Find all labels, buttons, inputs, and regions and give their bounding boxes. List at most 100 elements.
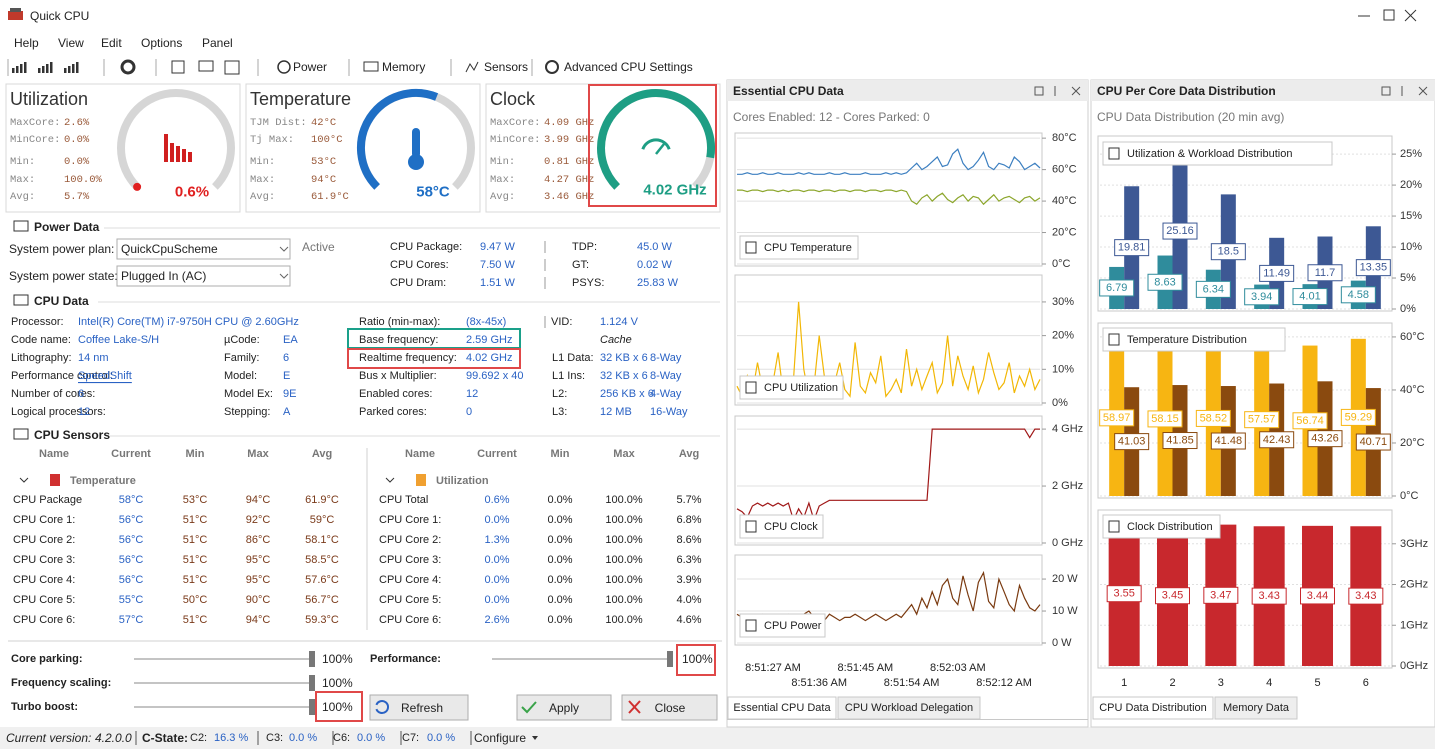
button[interactable] — [516, 694, 612, 721]
cache-size: 32 KB x 6 — [600, 352, 648, 364]
gauge-track — [117, 89, 235, 190]
y-tick-label: 1GHz — [1400, 619, 1428, 631]
sensor-value: 100.0% — [605, 554, 643, 566]
dropdown[interactable] — [116, 238, 291, 260]
slider-thumb[interactable] — [309, 699, 315, 715]
sensor-value: 58.5°C — [305, 554, 339, 566]
cpu-label: Number of cores: — [11, 388, 95, 400]
panel-button[interactable] — [1381, 86, 1391, 96]
menu-item[interactable]: View — [58, 36, 84, 50]
value-label-box — [1348, 587, 1384, 605]
highlight-box — [588, 84, 717, 207]
cpu-value: Coffee Lake-S/H — [78, 334, 159, 346]
tab[interactable] — [1092, 696, 1214, 720]
slider-thumb[interactable] — [309, 651, 315, 667]
power-value: 9.47 W — [480, 241, 515, 253]
status-value: 4.2.0.0 — [95, 731, 132, 745]
sensor-value: 59°C — [310, 514, 335, 526]
gauge-stat-value: 100°C — [311, 134, 343, 146]
cstate-value: 0.0 % — [427, 732, 455, 744]
toolbar-item[interactable]: Advanced CPU Settings — [564, 60, 693, 74]
dropdown-arrow — [279, 246, 289, 252]
gauge-reading: 58°C — [416, 184, 450, 201]
chart-label-icon — [1108, 520, 1120, 533]
slider-value: 100% — [322, 676, 353, 690]
sensor-value: 53°C — [183, 494, 208, 506]
column-header: Max — [247, 448, 269, 460]
maximize-button[interactable] — [1383, 9, 1395, 21]
y-tick-label: 0°C — [1400, 490, 1419, 502]
y-tick-label: 10 W — [1052, 605, 1078, 617]
value-label: 41.48 — [1215, 435, 1243, 447]
tab[interactable] — [727, 696, 837, 720]
tab-label[interactable]: Essential CPU Data — [733, 702, 831, 714]
value-label-box — [1307, 430, 1343, 448]
button-label[interactable]: Apply — [549, 701, 579, 715]
toolbar-icon — [50, 62, 53, 73]
chart-label-icon — [745, 241, 757, 254]
panel-summary: CPU Data Distribution (20 min avg) — [1097, 110, 1284, 124]
toolbar-icon — [38, 68, 41, 73]
sensor-value: 0.0% — [547, 514, 572, 526]
button-label[interactable]: Close — [655, 701, 686, 715]
button-label[interactable]: Refresh — [401, 701, 443, 715]
button[interactable] — [621, 694, 718, 721]
chart-label-icon — [1108, 333, 1120, 346]
cache-ways: 16-Way — [650, 406, 688, 418]
button[interactable] — [369, 694, 469, 721]
panel-button[interactable] — [1034, 86, 1044, 96]
tab-label[interactable]: CPU Workload Delegation — [845, 702, 973, 714]
sensor-name: CPU Core 2: — [379, 534, 441, 546]
slider-thumb[interactable] — [667, 651, 673, 667]
sensor-name: CPU Core 6: — [13, 614, 75, 626]
memory-icon — [363, 61, 379, 72]
tab-label[interactable]: Memory Data — [1223, 702, 1290, 714]
chart-title: CPU Power — [764, 620, 822, 632]
cpu-value[interactable]: SpeedShift — [78, 370, 132, 382]
tab[interactable] — [837, 696, 981, 720]
value-label-box — [1099, 279, 1135, 297]
gauge-stat-label: MaxCore: — [10, 117, 60, 129]
cache-label: L2: — [552, 388, 567, 400]
gauge-stat-value: 5.7% — [64, 191, 90, 203]
cstate-value: 0.0 % — [289, 732, 317, 744]
value-label: 42.43 — [1263, 434, 1291, 446]
cpu-label: µCode: — [224, 334, 260, 346]
cpu-value: 6 — [78, 388, 84, 400]
slider-label: Core parking: — [11, 653, 83, 665]
dropdown[interactable] — [116, 265, 291, 287]
y-tick-label: 25% — [1400, 148, 1422, 160]
slider-value: 100% — [682, 652, 713, 666]
gauge-stat-label: Avg: — [490, 191, 515, 203]
menu-item[interactable]: Help — [14, 36, 39, 50]
sensor-value: 61.9°C — [305, 494, 339, 506]
sensor-value: 55°C — [119, 594, 144, 606]
status-menu[interactable]: Configure — [474, 731, 526, 745]
power-label: PSYS: — [572, 277, 604, 289]
data-line — [736, 428, 1040, 523]
toolbar-item[interactable]: Sensors — [484, 60, 528, 74]
y-tick-label: 10% — [1052, 363, 1074, 375]
panel-title: Essential CPU Data — [733, 84, 844, 98]
utilization-icon — [188, 152, 192, 162]
slider-thumb[interactable] — [309, 675, 315, 691]
gauge-stat-label: Max: — [10, 174, 35, 186]
menu-item[interactable]: Panel — [202, 36, 233, 50]
sensor-name: CPU Core 4: — [379, 574, 441, 586]
gauge-title: Utilization — [10, 89, 88, 109]
menu-item[interactable]: Options — [141, 36, 182, 50]
tab[interactable] — [1214, 696, 1298, 720]
toolbar-item[interactable]: Power — [293, 60, 327, 74]
x-tick-label: 2 — [1169, 677, 1175, 689]
y-tick-label: 60°C — [1400, 331, 1425, 343]
sensor-value: 0.0% — [484, 574, 509, 586]
value-label: 3.45 — [1162, 590, 1183, 602]
y-tick-label: 20 W — [1052, 573, 1078, 585]
toolbar-item[interactable]: Memory — [382, 60, 425, 74]
menu-item[interactable]: Edit — [101, 36, 122, 50]
cpu-label: Model: — [224, 370, 257, 382]
tab-label[interactable]: CPU Data Distribution — [1099, 702, 1207, 714]
cstate-label: C6: — [333, 732, 350, 744]
gauge-stat-label: TJM Dist: — [250, 117, 307, 129]
sensor-value: 8.6% — [676, 534, 701, 546]
